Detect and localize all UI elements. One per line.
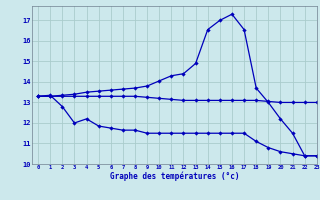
X-axis label: Graphe des températures (°c): Graphe des températures (°c)	[110, 172, 239, 181]
